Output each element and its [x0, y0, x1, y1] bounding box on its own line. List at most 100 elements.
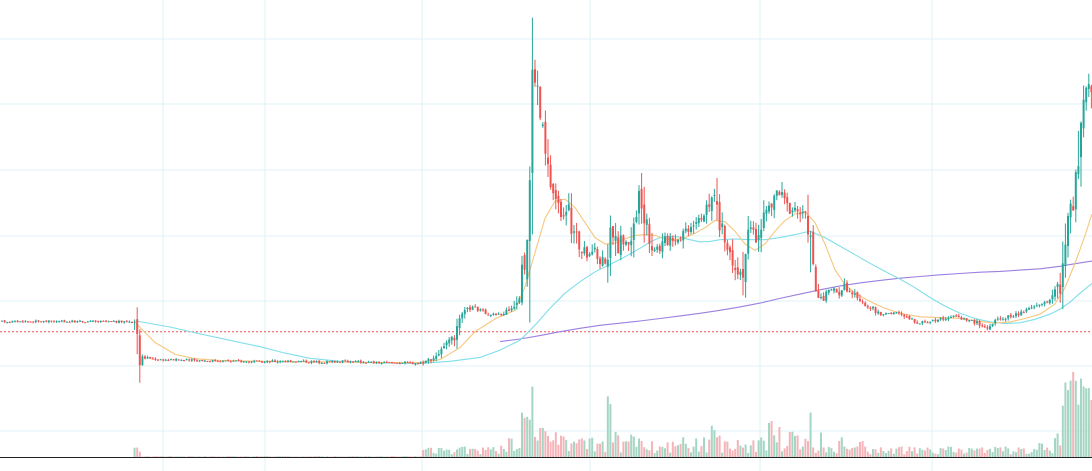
candle-body	[830, 289, 833, 291]
candle	[565, 205, 568, 226]
candle	[708, 193, 711, 212]
candle-body	[835, 288, 838, 293]
candle-body	[596, 248, 599, 259]
volume-bar	[809, 412, 812, 457]
candle-body	[131, 322, 133, 324]
volume-bar	[1048, 450, 1051, 457]
candle-body	[814, 266, 817, 292]
candle-body	[1067, 215, 1069, 247]
candle-body	[939, 317, 942, 320]
candle-body	[34, 320, 37, 323]
volume-bar	[320, 456, 323, 457]
volume-bar	[136, 447, 139, 457]
volume-bar	[216, 456, 219, 457]
candle-body	[1087, 84, 1090, 90]
candle	[466, 307, 469, 313]
volume-bar	[778, 427, 781, 457]
volume-bar	[757, 440, 760, 457]
candle-body	[960, 317, 963, 320]
candle	[112, 320, 115, 322]
candle	[1048, 298, 1051, 305]
volume-bar	[939, 448, 942, 457]
candle-body	[193, 359, 196, 361]
volume-bar	[183, 456, 185, 457]
candle	[622, 234, 625, 251]
volume-bar	[827, 446, 830, 457]
candle-body	[983, 326, 986, 328]
candle-body	[105, 320, 107, 322]
candle-body	[320, 363, 323, 365]
volume-bar	[253, 456, 256, 457]
candle-body	[625, 241, 627, 245]
candle-body	[887, 313, 890, 315]
candle-body	[149, 356, 152, 359]
candle	[552, 182, 555, 201]
candle	[786, 192, 789, 212]
volume-bar	[365, 456, 367, 457]
candle	[575, 222, 578, 244]
volume-bar	[209, 456, 211, 457]
candle-body	[242, 361, 245, 363]
volume-bar	[557, 444, 560, 457]
candle	[435, 352, 438, 362]
volume-bar	[796, 435, 799, 457]
candles[interactable]	[1, 17, 1092, 383]
volume-bar	[1022, 448, 1025, 457]
candle	[505, 307, 508, 316]
candle-body	[742, 268, 744, 278]
candle	[393, 362, 396, 364]
volume-bar	[541, 427, 544, 457]
candle	[957, 313, 960, 318]
candle-body	[409, 362, 412, 364]
candle-body	[414, 363, 417, 365]
candle	[1002, 316, 1004, 321]
candle-body	[978, 321, 981, 326]
candle-body	[453, 337, 456, 341]
candle-body	[801, 211, 804, 214]
candle-body	[991, 324, 994, 326]
candle	[185, 358, 188, 361]
candle-body	[6, 321, 9, 323]
candle	[768, 201, 770, 214]
candle-body	[300, 361, 302, 363]
candle	[258, 360, 261, 362]
volume-bar	[287, 456, 289, 457]
volume-bar	[705, 452, 708, 457]
candle	[214, 359, 217, 362]
candle	[926, 321, 929, 324]
candle	[146, 355, 149, 360]
candle	[1059, 272, 1062, 303]
candle-body	[133, 321, 136, 323]
volume-bar	[476, 450, 479, 457]
volume-bar	[942, 448, 945, 457]
candle-body	[838, 291, 841, 296]
candle	[216, 360, 219, 362]
candle	[385, 360, 388, 364]
candle-body	[71, 320, 74, 323]
candle	[370, 361, 373, 363]
candle	[1061, 241, 1064, 310]
volume-bar	[510, 438, 513, 457]
candle-body	[292, 361, 295, 363]
candle	[638, 185, 640, 225]
candle	[419, 361, 422, 365]
candle	[591, 244, 594, 256]
candle-body	[404, 361, 406, 364]
candle-body	[466, 307, 469, 309]
volume-bar	[783, 448, 786, 457]
candle-body	[357, 360, 360, 362]
candle	[612, 225, 614, 245]
candle-body	[937, 319, 939, 322]
candle-body	[144, 356, 146, 359]
candle-body	[271, 360, 274, 362]
candle	[484, 308, 487, 315]
volume-bar	[947, 446, 950, 457]
candle-body	[557, 195, 560, 203]
volume-bar	[211, 456, 214, 457]
volume-bar	[487, 447, 490, 457]
volume-bar	[908, 446, 911, 457]
volume-bar	[900, 446, 903, 457]
